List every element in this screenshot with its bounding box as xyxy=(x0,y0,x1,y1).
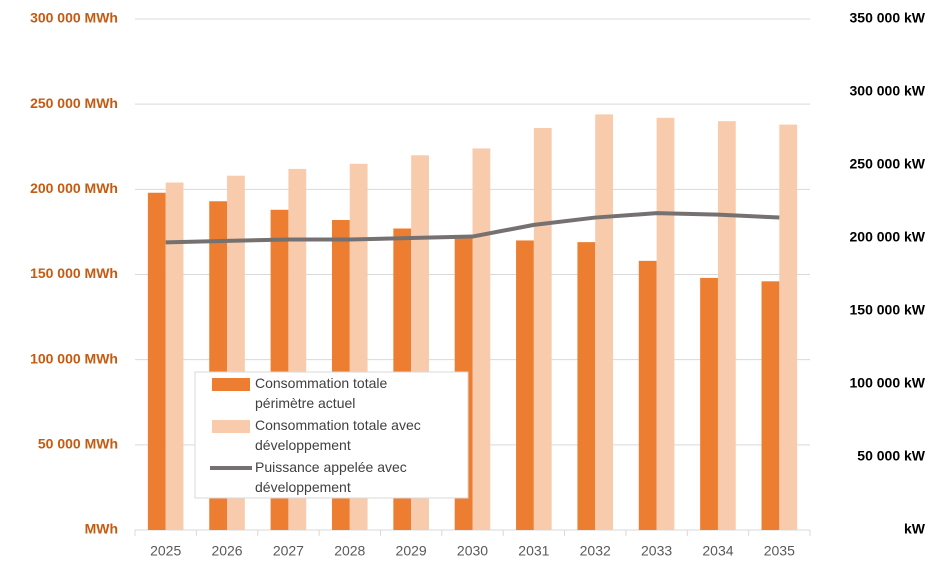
x-tick-label: 2035 xyxy=(764,543,795,559)
bar xyxy=(147,192,166,531)
y-tick-label: 100 000 MWh xyxy=(30,350,118,366)
bar xyxy=(717,121,736,530)
legend-label: Consommation totale périmètre actuel xyxy=(255,375,388,411)
x-tick-label: 2032 xyxy=(580,543,611,559)
y-tick-label: 200 000 MWh xyxy=(30,180,118,196)
bar xyxy=(577,242,596,531)
y2-tick-label: 150 000 kW xyxy=(850,302,926,318)
x-tick-label: 2033 xyxy=(641,543,672,559)
x-tick-label: 2029 xyxy=(396,543,427,559)
y-tick-label: 150 000 MWh xyxy=(30,265,118,281)
legend: Consommation totale périmètre actuelConso… xyxy=(194,371,469,499)
y2-tick-label: 350 000 kW xyxy=(850,10,926,26)
bar xyxy=(165,182,184,530)
legend-label: Consommation totale avec développement xyxy=(255,417,421,453)
bar xyxy=(595,114,614,531)
line xyxy=(165,211,780,245)
legend-line: développement xyxy=(255,479,351,495)
x-tick-label: 2025 xyxy=(150,543,181,559)
x-tick-label: 2027 xyxy=(273,543,304,559)
x-tick-label: 2031 xyxy=(518,543,549,559)
bar xyxy=(656,117,675,530)
legend-line: Consommation totale avec xyxy=(255,417,421,433)
bar xyxy=(472,148,491,530)
legend-line: développement xyxy=(255,437,351,453)
legend-line: Consommation totale xyxy=(255,375,388,391)
legend-line: périmètre actuel xyxy=(255,395,355,411)
bar xyxy=(761,281,780,530)
y-tick-label: 250 000 MWh xyxy=(30,95,118,111)
bar xyxy=(779,124,798,531)
legend-label: Puissance appelée avec développement xyxy=(255,459,407,495)
y2-tick-label: 200 000 kW xyxy=(850,229,926,245)
bar xyxy=(700,277,718,530)
legend-box xyxy=(194,371,469,499)
legend-swatch xyxy=(212,420,250,433)
legend-swatch xyxy=(212,378,250,391)
y2-tick-label: 300 000 kW xyxy=(850,83,926,99)
legend-line: Puissance appelée avec xyxy=(255,459,407,475)
y2-tick-label: 250 000 kW xyxy=(850,156,926,172)
bar xyxy=(638,260,657,530)
x-tick-label: 2026 xyxy=(211,543,242,559)
bar xyxy=(516,240,534,530)
x-tick-label: 2028 xyxy=(334,543,365,559)
y2-tick-label: 50 000 kW xyxy=(857,448,925,464)
x-tick-label: 2034 xyxy=(702,543,733,559)
x-tick-label: 2030 xyxy=(457,543,488,559)
y2-tick-label: kW xyxy=(904,521,926,537)
y-tick-label: 50 000 MWh xyxy=(38,436,118,452)
bar xyxy=(533,128,552,530)
y-tick-label: MWh xyxy=(85,521,118,537)
y-tick-label: 300 000 MWh xyxy=(30,10,118,26)
y2-tick-label: 100 000 kW xyxy=(850,375,926,391)
